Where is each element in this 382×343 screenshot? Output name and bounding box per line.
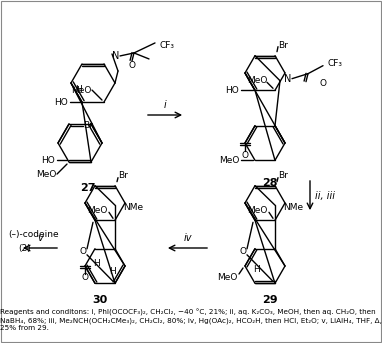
Text: 29: 29 <box>262 295 278 305</box>
Text: H: H <box>254 264 261 273</box>
Text: MeO: MeO <box>247 206 267 215</box>
Text: O: O <box>319 79 327 88</box>
Text: MeO: MeO <box>217 273 237 283</box>
Text: iv: iv <box>183 233 192 243</box>
Text: NMe: NMe <box>123 203 143 212</box>
Text: HO: HO <box>41 156 55 165</box>
Text: H: H <box>94 260 100 269</box>
Text: Br: Br <box>278 171 288 180</box>
Text: MeO: MeO <box>37 169 57 179</box>
Text: Br: Br <box>118 171 128 180</box>
Text: O: O <box>81 273 89 283</box>
Text: HO: HO <box>225 86 239 95</box>
Text: MeO: MeO <box>87 206 107 215</box>
Text: MeO: MeO <box>72 85 92 95</box>
Text: H: H <box>76 84 83 94</box>
Text: ii, iii: ii, iii <box>315 190 335 201</box>
Text: N: N <box>112 51 120 61</box>
Text: MeO: MeO <box>247 76 267 85</box>
Text: 28: 28 <box>262 178 278 188</box>
Text: O: O <box>79 247 86 256</box>
Text: i: i <box>163 100 167 110</box>
Text: N: N <box>284 74 292 84</box>
Text: 27: 27 <box>80 183 96 193</box>
Text: CF₃: CF₃ <box>328 59 343 68</box>
Text: Br: Br <box>278 41 288 50</box>
Text: HO: HO <box>54 97 68 107</box>
Text: O: O <box>128 61 136 70</box>
Text: (–)-codeine: (–)-codeine <box>8 230 58 239</box>
Text: O: O <box>241 151 249 159</box>
Text: MeO: MeO <box>219 156 239 165</box>
Text: Reagents and conditons: i, PhI(OCOCF₃)₂, CH₂Cl₂, −40 °C, 21%; ii, aq. K₂CO₃, MeO: Reagents and conditons: i, PhI(OCOCF₃)₂,… <box>0 309 382 331</box>
Text: H: H <box>110 267 117 275</box>
Text: 30: 30 <box>92 295 108 305</box>
Text: NMe: NMe <box>283 203 303 212</box>
Text: v: v <box>37 233 43 243</box>
Text: O: O <box>240 247 246 256</box>
Text: CF₃: CF₃ <box>159 42 174 50</box>
Text: (2): (2) <box>18 244 31 252</box>
Text: Br: Br <box>83 121 93 130</box>
